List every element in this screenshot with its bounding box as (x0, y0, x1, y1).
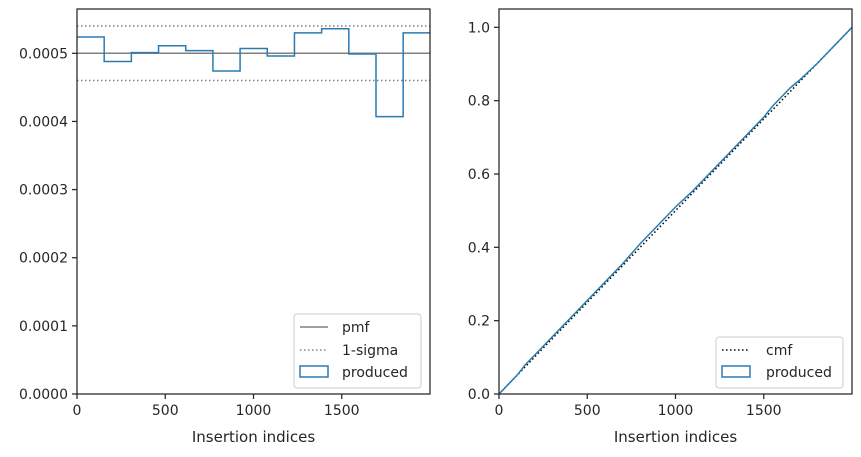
right-y-tick-label: 0.6 (468, 167, 490, 183)
right-x-ticks: 0 500 1000 1500 (495, 394, 782, 419)
legend-produced-swatch (299, 365, 329, 378)
produced-cumulative-line (498, 26, 853, 395)
right-x-axis-label: Insertion indices (614, 428, 737, 446)
left-x-tick-label: 0 (73, 403, 82, 419)
left-x-axis-label: Insertion indices (192, 428, 315, 446)
right-legend: cmf produced (715, 336, 844, 389)
right-y-tick-label: 0.2 (468, 314, 490, 330)
left-chart-panel: 0 500 1000 1500 0.00000.00010.00020.00030.0… (19, 8, 431, 446)
left-x-tick-label: 1500 (324, 403, 360, 419)
left-y-tick-label: 0.0003 (19, 183, 68, 199)
left-x-tick-label: 1000 (236, 403, 272, 419)
right-x-tick-label: 0 (495, 403, 504, 419)
cmf-line (498, 26, 853, 395)
right-x-tick-label: 1000 (658, 403, 694, 419)
right-y-tick-label: 0.4 (468, 240, 490, 256)
produced-histogram-step (77, 28, 430, 118)
legend-pmf-label: pmf (342, 320, 371, 336)
left-x-tick-label: 500 (152, 403, 179, 419)
right-x-tick-label: 1500 (746, 403, 782, 419)
legend-cmf-label: cmf (766, 343, 793, 359)
legend-produced-swatch (721, 365, 751, 378)
left-y-tick-label: 0.0000 (19, 387, 68, 403)
left-y-tick-label: 0.0002 (19, 251, 68, 267)
left-y-tick-label: 0.0004 (19, 114, 68, 130)
legend-produced-label: produced (766, 365, 832, 381)
right-x-tick-label: 500 (574, 403, 601, 419)
right-y-ticks: 0.0 0.2 0.4 0.6 0.8 1.0 (468, 20, 499, 403)
right-legend-box (715, 336, 844, 389)
right-chart-marks (498, 26, 853, 395)
right-chart-panel: 0 500 1000 1500 0.0 0.2 0.4 0.6 0.8 1.0 Insertio… (468, 8, 853, 446)
right-y-tick-label: 0.8 (468, 94, 490, 110)
left-legend: pmf 1-sigma produced (293, 313, 422, 389)
legend-1-sigma-label: 1-sigma (342, 343, 398, 359)
left-y-tick-label: 0.0005 (19, 46, 68, 62)
right-y-tick-label: 1.0 (468, 20, 490, 36)
left-chart-marks (77, 25, 430, 118)
right-y-tick-label: 0.0 (468, 387, 490, 403)
legend-produced-label: produced (342, 365, 408, 381)
left-legend-box (293, 313, 422, 389)
left-y-ticks: 0.0000 0.0001 0.0002 0.0003 0.0004 0.0005 (19, 46, 77, 403)
left-x-ticks: 0 500 1000 1500 (73, 394, 360, 419)
left-y-tick-label: 0.0001 (19, 319, 68, 335)
